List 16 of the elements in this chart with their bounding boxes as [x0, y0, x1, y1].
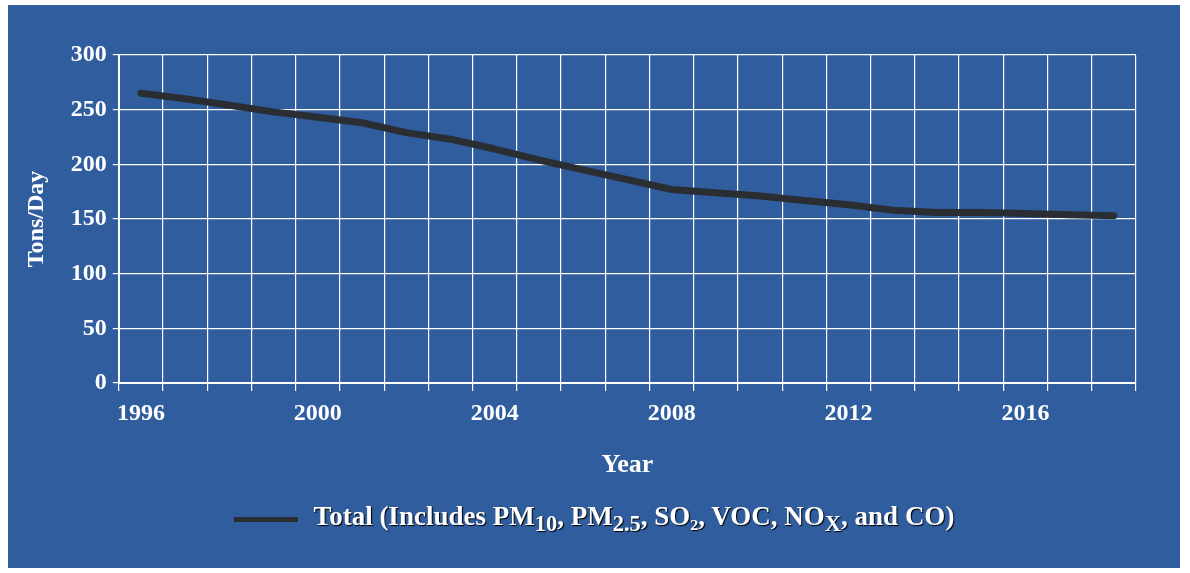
- y-tick-label: 50: [82, 313, 107, 340]
- y-tick-label: 300: [70, 40, 107, 67]
- y-tick-label: 200: [70, 149, 107, 176]
- x-tick-label: 2008: [647, 398, 696, 425]
- y-tick-label: 150: [70, 204, 107, 231]
- y-tick-label: 250: [70, 94, 107, 121]
- x-tick-label: 2016: [1001, 398, 1050, 425]
- x-tick-label: 2004: [470, 398, 519, 425]
- y-tick-label: 0: [94, 368, 107, 395]
- y-axis-title: Tons/Day: [21, 170, 48, 268]
- x-tick-label: 2012: [824, 398, 873, 425]
- legend-label: Total (Includes PM$_{10}$, PM$_{2.5}$, SO₂, VOC, NO$_{X}$, and CO): [313, 500, 955, 538]
- x-tick-label: 1996: [116, 398, 165, 425]
- y-tick-label: 100: [70, 258, 107, 285]
- x-tick-label: 2000: [293, 398, 342, 425]
- x-axis-title: Year: [601, 449, 654, 479]
